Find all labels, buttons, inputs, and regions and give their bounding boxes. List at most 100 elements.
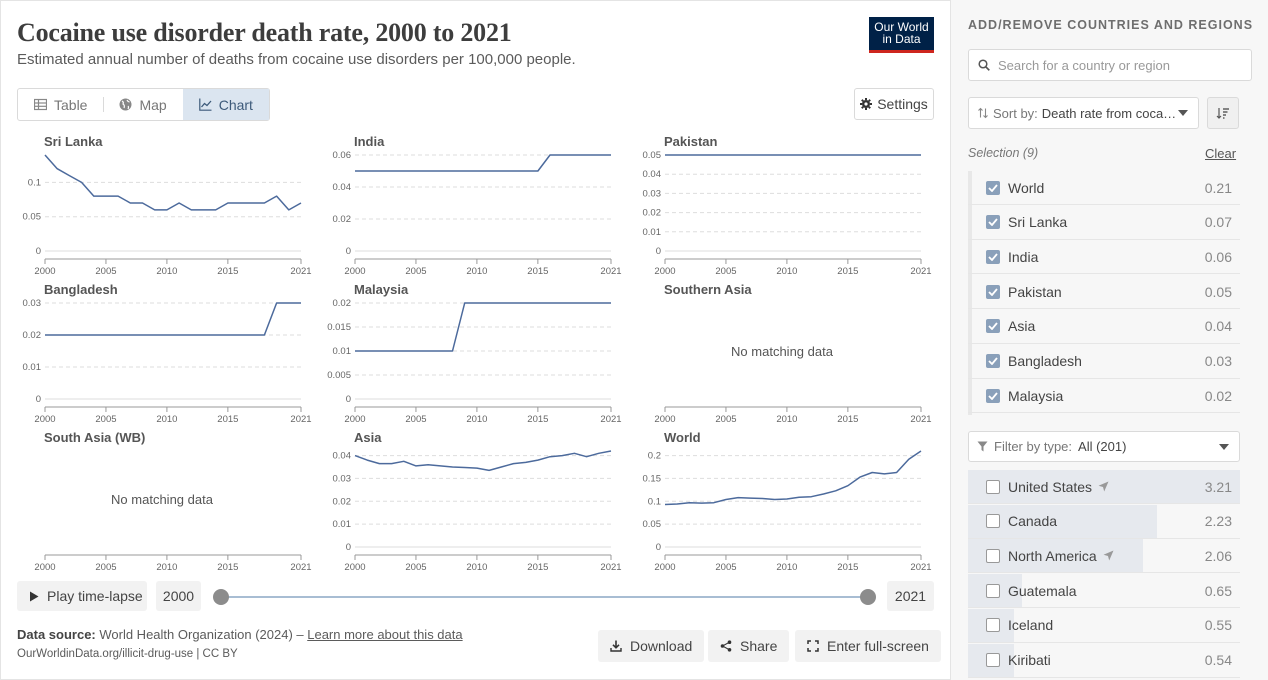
x-tick-label: 2021 <box>910 266 931 277</box>
sort-dropdown[interactable]: Sort by: Death rate from coca… <box>968 97 1199 129</box>
selected-entity-row[interactable]: Bangladesh 0.03 <box>968 345 1240 379</box>
x-tick-label: 2005 <box>405 266 426 277</box>
x-tick-label: 2021 <box>290 414 311 425</box>
entity-name-text: North America <box>1008 547 1097 564</box>
checkbox-checked[interactable] <box>986 388 1000 403</box>
panel-title: Pakistan <box>664 134 718 149</box>
settings-button[interactable]: Settings <box>854 88 934 120</box>
timeline-end-year[interactable]: 2021 <box>887 581 934 611</box>
x-tick-label: 2015 <box>217 562 238 573</box>
timeline-track[interactable] <box>221 596 868 598</box>
checkbox-checked[interactable] <box>986 249 1000 264</box>
available-entity-row[interactable]: Canada 2.23 <box>968 504 1240 539</box>
available-entity-row[interactable]: United States 3.21 <box>968 470 1240 504</box>
sort-prefix: Sort by: <box>993 105 1038 121</box>
x-tick-label: 2021 <box>910 562 931 573</box>
filter-prefix: Filter by type: <box>994 439 1073 454</box>
panel-plot: 2000 2005 2010 2015 2021 0 0.05 0.1 0.15 0.2 <box>643 450 932 573</box>
series-line[interactable] <box>355 302 611 352</box>
checkbox-unchecked[interactable] <box>986 653 1000 667</box>
chart-panel: Malaysia 2000 2005 2010 2015 2021 0 0.005 0.01 0.… <box>327 282 621 425</box>
play-icon <box>30 591 39 601</box>
x-tick-label: 2021 <box>600 562 621 573</box>
available-entity-row[interactable]: Guatemala 0.65 <box>968 574 1240 609</box>
sort-order-button[interactable] <box>1207 97 1239 129</box>
x-tick-label: 2021 <box>910 414 931 425</box>
x-tick-label: 2010 <box>776 414 797 425</box>
checkbox-checked[interactable] <box>986 319 1000 334</box>
selected-entity-row[interactable]: India 0.06 <box>968 240 1240 275</box>
tab-map[interactable]: Map <box>103 89 182 120</box>
checkbox-checked[interactable] <box>986 284 1000 299</box>
checkbox-checked[interactable] <box>986 354 1000 368</box>
series-line[interactable] <box>45 302 301 336</box>
location-arrow-icon <box>1103 550 1114 561</box>
checkbox-checked[interactable] <box>986 180 1000 195</box>
x-tick-label: 2015 <box>837 562 858 573</box>
share-button[interactable]: Share <box>708 630 790 662</box>
selection-count: Selection (9) <box>968 146 1039 160</box>
checkbox-unchecked[interactable] <box>986 548 1000 563</box>
x-tick-label: 2005 <box>405 414 426 425</box>
entity-name: World <box>1008 179 1045 196</box>
play-timelapse-button[interactable]: Play time-lapse <box>17 581 147 611</box>
learn-more-link[interactable]: Learn more about this data <box>307 627 463 642</box>
chevron-down-icon <box>1219 444 1229 450</box>
timeline-start-handle[interactable] <box>213 589 229 605</box>
series-line[interactable] <box>44 154 302 211</box>
entity-value: 0.06 <box>1204 248 1232 265</box>
y-tick-label: 0.01 <box>643 227 662 238</box>
entity-value: 0.55 <box>1204 617 1232 634</box>
panel-title: Bangladesh <box>44 282 118 297</box>
x-tick-label: 2000 <box>344 266 365 277</box>
entity-name: Pakistan <box>1008 283 1062 300</box>
chart-panel: Pakistan 2000 2005 2010 2015 2021 0 0.01 0.02 0.0… <box>637 134 932 277</box>
check-icon <box>988 218 998 227</box>
panel-title: South Asia (WB) <box>44 430 146 445</box>
series-line[interactable] <box>354 450 612 472</box>
checkbox-unchecked[interactable] <box>986 479 1000 494</box>
selected-entity-row[interactable]: Asia 0.04 <box>968 310 1240 344</box>
fullscreen-button[interactable]: Enter full-screen <box>795 630 941 662</box>
tab-table[interactable]: Table <box>18 89 103 120</box>
available-entity-row[interactable]: Kiribati 0.54 <box>968 643 1240 678</box>
x-tick-label: 2005 <box>715 414 736 425</box>
selected-entity-row[interactable]: World 0.21 <box>968 171 1240 205</box>
source-url: OurWorldinData.org/illicit-drug-use | CC… <box>17 648 238 660</box>
y-tick-label: 0 <box>36 246 41 257</box>
y-tick-label: 0 <box>656 542 661 553</box>
entity-name: Malaysia <box>1008 387 1064 404</box>
x-tick-label: 2010 <box>156 414 177 425</box>
entity-value: 0.07 <box>1204 214 1232 231</box>
checkbox-unchecked[interactable] <box>986 514 1000 529</box>
available-entity-row[interactable]: Iceland 0.55 <box>968 608 1240 643</box>
owid-logo[interactable]: Our World in Data <box>869 17 934 53</box>
x-tick-label: 2000 <box>34 414 55 425</box>
filter-by-type-dropdown[interactable]: Filter by type: All (201) <box>968 431 1240 462</box>
timeline-start-year[interactable]: 2000 <box>156 581 201 611</box>
settings-label: Settings <box>877 96 928 112</box>
checkbox-checked[interactable] <box>986 215 1000 230</box>
available-entity-row[interactable]: North America 2.06 <box>968 539 1240 574</box>
clear-selection-link[interactable]: Clear <box>1205 146 1237 161</box>
timeline-end-handle[interactable] <box>860 589 876 605</box>
tab-chart[interactable]: Chart <box>182 89 269 120</box>
entity-name: Sri Lanka <box>1008 214 1068 231</box>
selected-entity-row[interactable]: Malaysia 0.02 <box>968 379 1240 414</box>
checkbox-unchecked[interactable] <box>986 583 1000 598</box>
source-text: World Health Organization (2024) – <box>95 627 308 642</box>
logo-line-2: in Data <box>882 32 921 46</box>
checkbox-unchecked[interactable] <box>986 618 1000 633</box>
check-icon <box>988 357 998 365</box>
y-tick-label: 0.04 <box>643 169 662 180</box>
check-icon <box>988 288 998 296</box>
download-button[interactable]: Download <box>598 630 705 662</box>
country-search-input[interactable]: Search for a country or region <box>968 49 1252 81</box>
tab-chart-label: Chart <box>218 96 253 113</box>
series-line[interactable] <box>664 450 922 506</box>
series-line[interactable] <box>355 154 611 172</box>
selected-entity-row[interactable]: Sri Lanka 0.07 <box>968 206 1240 240</box>
entity-name: North America <box>1008 548 1114 564</box>
y-tick-label: 0.01 <box>23 362 42 373</box>
selected-entity-row[interactable]: Pakistan 0.05 <box>968 275 1240 310</box>
